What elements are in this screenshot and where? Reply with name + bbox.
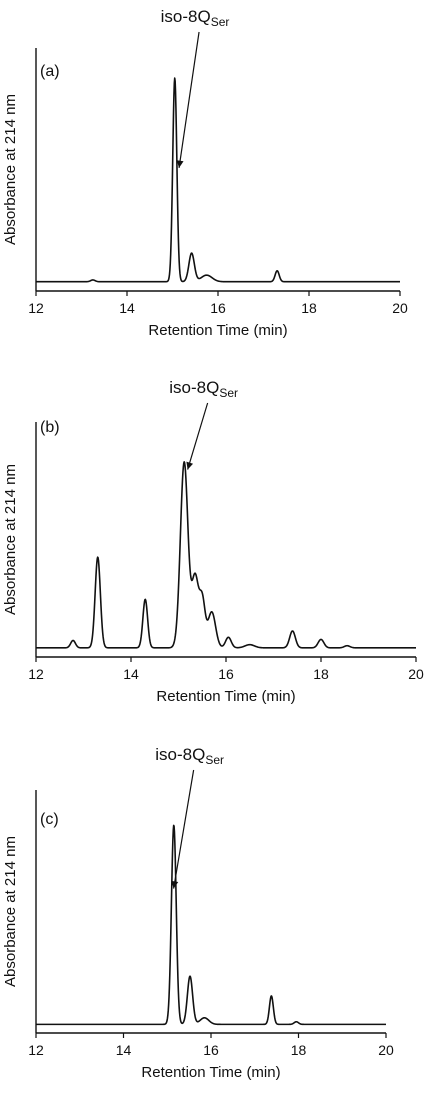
x-tick-label: 14 [116, 1042, 132, 1058]
x-tick-label: 16 [218, 666, 234, 682]
x-tick-label: 18 [291, 1042, 307, 1058]
x-tick-label: 12 [28, 666, 44, 682]
annotation-arrow-shaft [173, 769, 195, 889]
annotation-arrow-shaft [178, 31, 200, 168]
x-tick-label: 20 [392, 300, 408, 316]
x-tick-label: 20 [408, 666, 424, 682]
x-tick-label: 18 [301, 300, 317, 316]
chromatogram-trace [35, 77, 401, 283]
panel-label: (b) [40, 419, 60, 436]
y-axis-label: Absorbance at 214 nm [2, 94, 19, 245]
peak-annotation-label: iso-8QSer [169, 378, 238, 400]
annotation-arrow-head [176, 160, 184, 168]
annotation-arrow-head [186, 461, 194, 470]
chart-panel-1: 12 14 16 18 20 Retention Time (min) Absorbance… [2, 7, 408, 339]
x-tick-label: 14 [119, 300, 135, 316]
y-axis-label: Absorbance at 214 nm [2, 464, 19, 615]
x-tick-label: 12 [28, 300, 44, 316]
annotation-arrow-shaft [187, 402, 209, 470]
peak-annotation-main: iso-8Q [169, 378, 219, 397]
x-axis-label: Retention Time (min) [156, 688, 295, 705]
chromatogram-trace [35, 461, 417, 649]
x-tick-label: 20 [378, 1042, 394, 1058]
panel-label: (c) [40, 811, 59, 828]
peak-annotation-subscript: Ser [205, 753, 224, 767]
peak-annotation-main: iso-8Q [161, 7, 211, 26]
x-axis-label: Retention Time (min) [141, 1064, 280, 1081]
y-axis-label: Absorbance at 214 nm [2, 836, 19, 987]
peak-annotation-main: iso-8Q [155, 745, 205, 764]
panel-label: (a) [40, 63, 60, 80]
peak-annotation-label: iso-8QSer [161, 7, 230, 29]
x-tick-label: 18 [313, 666, 329, 682]
x-tick-label: 16 [203, 1042, 219, 1058]
chart-panel-2: 12 14 16 18 20 Retention Time (min) Absorbance… [2, 378, 424, 705]
peak-annotation-subscript: Ser [211, 15, 230, 29]
x-tick-label: 14 [123, 666, 139, 682]
annotation-arrow-head [171, 880, 179, 889]
chromatogram-trace [35, 824, 387, 1026]
peak-annotation-label: iso-8QSer [155, 745, 224, 767]
peak-annotation-subscript: Ser [219, 386, 238, 400]
chart-panel-3: 12 14 16 18 20 Retention Time (min) Absorbance… [2, 745, 394, 1081]
x-tick-label: 16 [210, 300, 226, 316]
x-axis-label: Retention Time (min) [148, 322, 287, 339]
x-tick-label: 12 [28, 1042, 44, 1058]
